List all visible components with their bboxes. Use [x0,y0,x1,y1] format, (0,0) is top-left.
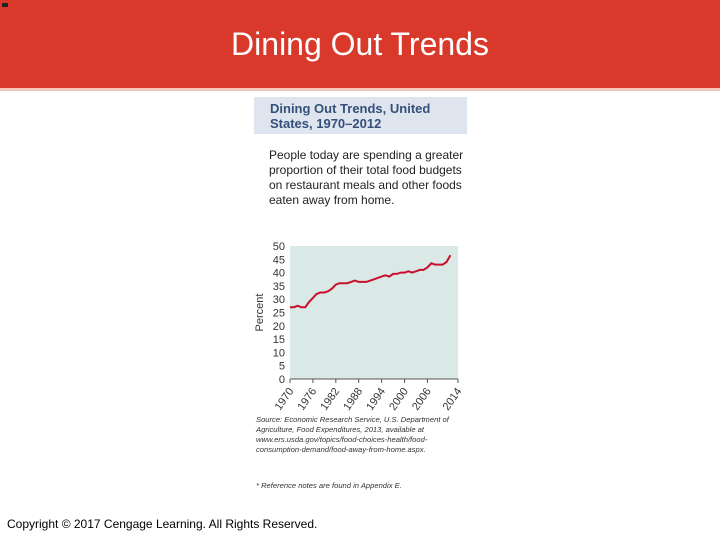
slide-header [0,0,720,88]
y-tick-label: 40 [273,268,285,280]
x-tick-label: 1994 [364,386,388,413]
plot-area [290,246,458,379]
x-tick-label: 1970 [273,386,297,413]
figure-title-box: Dining Out Trends, United States, 1970–2… [254,97,467,134]
y-tick-label: 35 [273,281,285,293]
source-note: Source: Economic Research Service, U.S. … [256,415,449,454]
series-line [290,254,452,309]
x-tick-label: 2014 [441,386,465,413]
y-tick-label: 50 [273,241,285,253]
x-tick-label: 1988 [341,386,365,413]
slide-title: Dining Out Trends [231,26,489,62]
y-tick-label: 5 [279,361,285,373]
figure-description: People today are spending a greater prop… [269,148,464,207]
y-tick-label: 20 [273,321,285,333]
y-tick-label: 10 [273,347,285,359]
reference-footnote: * Reference notes are found in Appendix … [256,481,402,490]
y-tick-label: 0 [279,374,285,386]
figure-title: Dining Out Trends, United States, 1970–2… [270,101,431,131]
x-tick-label: 2000 [387,386,411,413]
copyright-text: Copyright © 2017 Cengage Learning. All R… [7,517,318,531]
y-tick-label: 45 [273,254,285,266]
x-tick-label: 2006 [410,386,434,413]
y-axis-label: Percent [254,294,266,332]
y-tick-label: 25 [273,308,285,320]
header-divider [0,88,720,91]
y-tick-label: 30 [273,294,285,306]
x-tick-label: 1982 [318,386,342,413]
y-tick-label: 15 [273,334,285,346]
x-tick-label: 1976 [295,386,319,413]
corner-marker [2,3,8,7]
